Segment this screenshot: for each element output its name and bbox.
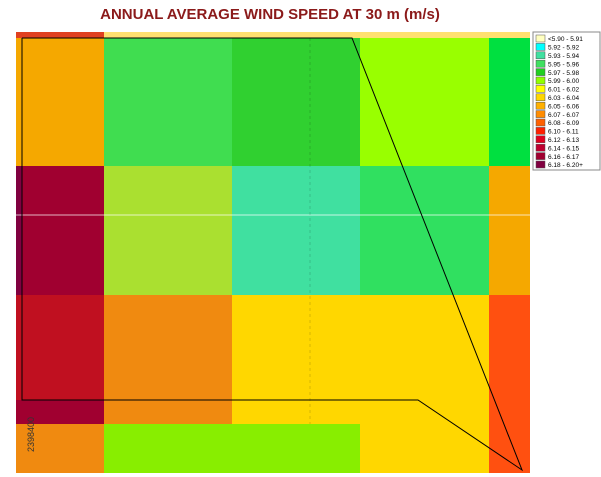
- legend-swatch: [535, 152, 546, 160]
- legend-swatch: [535, 51, 546, 60]
- cell: [16, 166, 104, 295]
- legend-swatch: [535, 135, 546, 144]
- cell: [104, 166, 232, 295]
- legend-items: <5.90 - 5.91 5.92 - 5.925.93 - 5.945.95 -…: [535, 34, 583, 169]
- boundary: [21, 37, 524, 472]
- legend-swatch: [535, 76, 546, 85]
- cell: [489, 295, 530, 400]
- cell: [232, 166, 360, 295]
- legend-swatch: [535, 118, 546, 127]
- legend-label: 6.01 - 6.02: [548, 87, 579, 94]
- cell: [104, 424, 232, 473]
- cell: [232, 424, 360, 473]
- cell: [232, 295, 360, 400]
- legend-label: 6.07 - 6.07: [548, 112, 579, 119]
- legend-label: 6.10 - 6.11: [548, 129, 579, 136]
- legend-label: 6.16 - 6.17: [548, 154, 579, 161]
- cell: [16, 295, 104, 400]
- cell: [489, 166, 530, 295]
- cell: [360, 424, 489, 473]
- cells: [16, 38, 530, 473]
- legend-label: 6.03 - 6.04: [548, 95, 579, 102]
- cell: [489, 424, 530, 473]
- legend-swatch: [535, 110, 546, 118]
- legend-swatch: [535, 85, 546, 93]
- edge-strip: [16, 32, 104, 38]
- legend-label: 5.93 - 5.94: [548, 53, 579, 60]
- legend-label: 6.14 - 6.15: [548, 145, 579, 152]
- legend-swatch: [535, 160, 546, 169]
- legend-label: 6.12 - 6.13: [548, 137, 579, 144]
- cell: [360, 295, 489, 400]
- cell: [16, 424, 104, 473]
- cell: [489, 400, 530, 424]
- cell: [232, 400, 360, 424]
- cell: [104, 38, 232, 166]
- grid-label: 2398400: [26, 417, 36, 452]
- legend-swatch: [535, 59, 546, 68]
- legend-label: 5.97 - 5.98: [548, 70, 579, 77]
- cell: [232, 38, 360, 166]
- cell: [360, 38, 489, 166]
- legend-label: 5.99 - 6.00: [548, 78, 579, 85]
- map-title: ANNUAL AVERAGE WIND SPEED AT 30 m (m/s): [100, 6, 440, 23]
- legend-swatch: [535, 127, 546, 135]
- edge-strip: [16, 166, 22, 295]
- legend-label: 6.05 - 6.06: [548, 103, 579, 110]
- legend-swatch: [535, 143, 546, 152]
- cell: [16, 38, 104, 166]
- cell: [489, 38, 530, 166]
- legend-swatch: [535, 43, 546, 51]
- legend-label: 5.95 - 5.96: [548, 61, 579, 68]
- cell: [16, 400, 104, 424]
- cell: [104, 295, 232, 400]
- cell: [360, 166, 489, 295]
- legend-swatch: [535, 93, 546, 102]
- cell: [360, 400, 489, 424]
- edge-strip: [104, 32, 530, 38]
- legend-swatch: [535, 68, 546, 76]
- legend-label: 6.08 - 6.09: [548, 120, 579, 127]
- legend-swatch: [535, 34, 546, 43]
- legend-label: 6.18 - 6.20+: [548, 162, 583, 169]
- legend-swatch: [535, 101, 546, 110]
- legend-label: 5.92 - 5.92: [548, 45, 579, 52]
- cell: [104, 400, 232, 424]
- legend-label: <5.90 - 5.91: [548, 36, 583, 43]
